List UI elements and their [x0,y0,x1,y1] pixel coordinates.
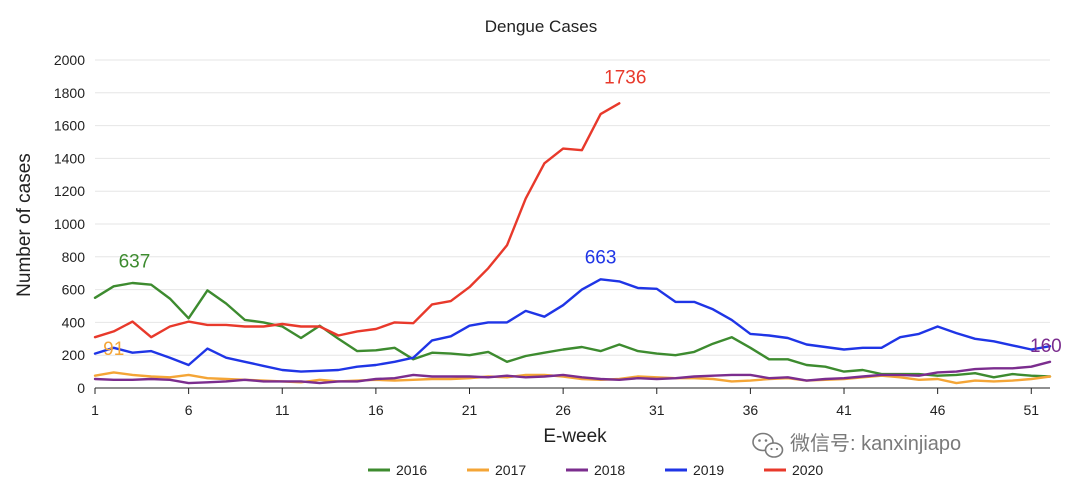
legend-label-2020: 2020 [792,462,823,478]
legend-label-2019: 2019 [693,462,724,478]
y-tick-label: 800 [62,249,86,265]
chart-title: Dengue Cases [485,17,597,36]
wechat-icon [752,432,784,458]
series-lines [93,102,1052,385]
x-tick-label: 36 [743,402,759,418]
watermark: 微信号: kanxinjiapo [752,432,961,458]
data-label-2019: 663 [585,247,617,268]
y-tick-label: 200 [62,347,86,363]
legend-label-2017: 2017 [495,462,526,478]
data-label-2016: 637 [119,252,151,273]
x-tick-label: 51 [1023,402,1039,418]
series-line-2019 [93,278,1052,373]
x-axis-title: E-week [543,426,607,447]
x-tick-label: 31 [649,402,665,418]
data-annotations: 637 91 160 663 1736 [103,67,1062,360]
y-tick-label: 400 [62,314,86,330]
x-tick-label: 1 [91,402,99,418]
x-tick-label: 26 [555,402,571,418]
x-tick-label: 46 [930,402,946,418]
y-tick-label: 1200 [54,183,85,199]
y-tick-label: 2000 [54,52,85,68]
series-line-2020 [93,102,621,339]
x-tick-label: 6 [185,402,193,418]
y-axis-title: Number of cases [14,153,35,297]
x-tick-label: 41 [836,402,852,418]
y-tick-label: 1400 [54,150,85,166]
data-label-2018: 160 [1030,336,1062,357]
data-label-2017: 91 [103,339,124,360]
legend-label-2018: 2018 [594,462,625,478]
y-tick-label: 600 [62,282,86,298]
x-tick-label: 16 [368,402,384,418]
y-tick-label: 1800 [54,85,85,101]
legend: 2016 2017 2018 2019 2020 [368,462,823,478]
y-tick-label: 1000 [54,216,85,232]
series-line-2018 [93,360,1052,385]
data-label-2020: 1736 [604,67,646,88]
x-tick-label: 11 [275,402,290,418]
y-tick-label: 1600 [54,118,85,134]
y-tick-label: 0 [77,380,85,396]
gridlines [95,59,1050,356]
x-tick-label: 21 [462,402,478,418]
watermark-text: 微信号: kanxinjiapo [790,432,961,455]
legend-label-2016: 2016 [396,462,427,478]
